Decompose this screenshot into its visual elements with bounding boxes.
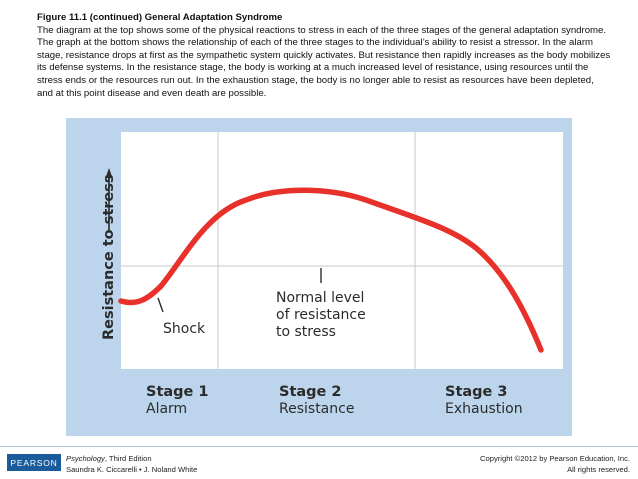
shock-label: Shock [163,321,206,337]
rights-text: All rights reserved. [567,465,630,474]
plot-area [121,132,563,369]
shock-pointer [157,297,164,313]
stage-3-number: Stage 3 [445,384,508,400]
book-edition: , Third Edition [104,454,152,463]
normal-label-line-3: to stress [276,324,336,340]
normal-label-line-1: Normal level [276,290,364,306]
y-axis-label: Resistance to stress [101,175,117,341]
resistance-curve [118,187,544,353]
slide-footer: PEARSON Psychology, Third Edition Saundr… [0,446,638,479]
gas-diagram: Resistance to stress Shock Normal level … [66,118,572,436]
stage-3-name: Exhaustion [445,401,523,417]
pearson-logo: PEARSON [7,454,61,471]
book-info: Psychology, Third Edition Saundra K. Cic… [66,453,197,475]
footer-divider [0,446,638,447]
book-title: Psychology [66,454,105,463]
stage-1-name: Alarm [146,401,187,417]
normal-level-label: Normal level of resistance to stress [276,290,370,340]
copyright-notice: Copyright ©2012 by Pearson Education, In… [480,453,630,475]
caption-body: The diagram at the top shows some of the… [37,24,611,99]
stage-1-number: Stage 1 [146,384,209,400]
book-authors: Saundra K. Ciccarelli • J. Noland White [66,465,198,474]
y-axis-arrowhead [105,168,113,178]
copyright-text: Copyright ©2012 by Pearson Education, In… [480,454,630,463]
normal-label-line-2: of resistance [276,307,366,323]
caption-title: Figure 11.1 (continued) General Adaptati… [37,12,283,23]
stage-2-number: Stage 2 [279,384,342,400]
gas-diagram-svg: Resistance to stress Shock Normal level … [66,118,572,436]
stage-2-name: Resistance [279,401,354,417]
figure-caption: Figure 11.1 (continued) General Adaptati… [37,12,612,100]
